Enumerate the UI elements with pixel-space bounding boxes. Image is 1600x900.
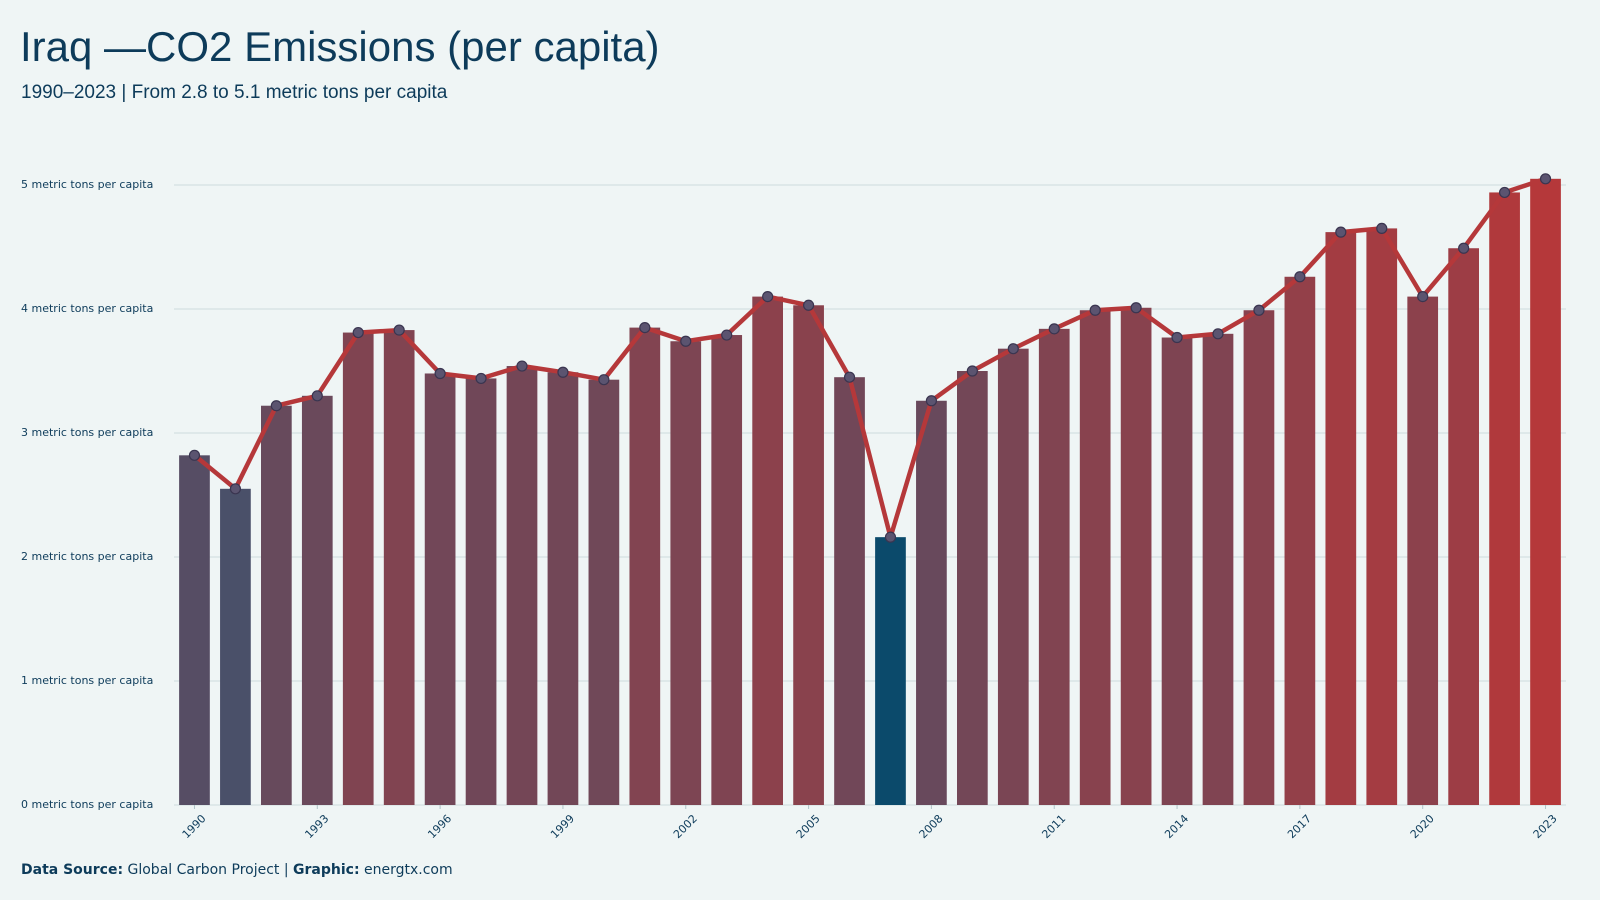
bar [342, 332, 374, 805]
bar [1038, 328, 1070, 805]
marker [1376, 222, 1388, 234]
bar [424, 373, 456, 805]
bar [711, 335, 743, 805]
marker [393, 324, 405, 336]
marker [516, 360, 528, 372]
marker [352, 326, 364, 339]
bar [752, 296, 783, 805]
marker [1089, 304, 1101, 316]
bar [1161, 337, 1193, 805]
marker [802, 299, 815, 311]
bar [1489, 192, 1520, 805]
bar [220, 488, 251, 805]
bar [793, 305, 824, 805]
bar [383, 330, 415, 805]
bar [1407, 296, 1439, 805]
bar [301, 395, 333, 805]
footer-graphic-label: Graphic: [293, 862, 360, 878]
footer-source-label: Data Source: [21, 862, 123, 878]
marker [680, 335, 692, 347]
bar [1366, 228, 1398, 805]
marker [311, 390, 323, 402]
line [193, 176, 1547, 540]
bar [465, 378, 497, 805]
marker [966, 365, 978, 377]
marker [925, 395, 938, 407]
bar [261, 405, 292, 805]
marker [1048, 323, 1060, 335]
marker [188, 449, 201, 461]
bar [997, 348, 1029, 805]
bar [547, 372, 579, 805]
marker [1335, 226, 1347, 238]
marker [639, 322, 651, 334]
bar [506, 366, 538, 805]
y-tick-label: 3 metric tons per capita [21, 426, 153, 439]
bar [1448, 248, 1479, 806]
marker [884, 531, 897, 543]
bar [1284, 276, 1316, 805]
footer-source: Global Carbon Project | [128, 862, 289, 878]
footer-graphic: energtx.com [364, 862, 453, 878]
marker [762, 291, 774, 303]
bar [1325, 232, 1357, 805]
chart-subtitle: 1990–2023 | From 2.8 to 5.1 metric tons … [21, 82, 448, 103]
bar [1243, 310, 1275, 805]
bar [957, 371, 988, 805]
marker [557, 366, 569, 378]
marker [1417, 291, 1429, 303]
chart-title: Iraq —CO2 Emissions (per capita) [20, 23, 660, 70]
bar [670, 341, 702, 805]
marker [843, 371, 856, 383]
marker [1458, 242, 1470, 254]
marker [434, 367, 446, 380]
bar [834, 377, 865, 805]
marker [1007, 343, 1019, 355]
bar [1530, 178, 1561, 806]
bar [875, 537, 906, 805]
marker [475, 372, 487, 385]
bar [1120, 307, 1152, 805]
marker [1130, 302, 1142, 314]
bar [916, 400, 947, 805]
marker [270, 400, 282, 412]
y-tick-label: 4 metric tons per capita [21, 302, 153, 315]
bar [588, 379, 620, 805]
y-tick-label: 5 metric tons per capita [21, 178, 153, 191]
marker [721, 329, 733, 341]
y-tick-label: 0 metric tons per capita [21, 798, 153, 811]
bar [1079, 310, 1111, 805]
marker [1294, 271, 1306, 283]
bar [1202, 333, 1234, 805]
footer: Data Source: Global Carbon Project | Gra… [21, 862, 453, 878]
marker [229, 483, 242, 495]
marker [1253, 304, 1265, 316]
y-tick-label: 2 metric tons per capita [21, 550, 153, 563]
marker [1212, 328, 1224, 340]
marker [1498, 186, 1511, 199]
bar [629, 327, 661, 805]
bar [179, 455, 210, 805]
marker [598, 374, 610, 386]
marker [1539, 173, 1552, 185]
marker [1171, 331, 1183, 344]
y-tick-label: 1 metric tons per capita [21, 674, 153, 687]
